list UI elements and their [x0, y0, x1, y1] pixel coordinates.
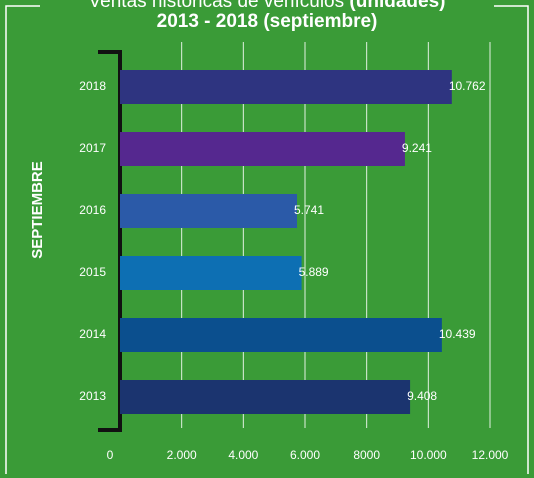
title-text: Ventas históricas de vehículos — [89, 0, 345, 12]
value-label: 10.439 — [439, 327, 476, 341]
bar — [120, 132, 405, 166]
x-tick-label: 0 — [107, 448, 114, 462]
y-tick-label: 2015 — [79, 265, 106, 279]
chart-subtitle: 2013 - 2018 (septiembre) — [157, 11, 378, 32]
y-axis-label: SEPTIEMBRE — [29, 161, 46, 259]
value-label: 9.408 — [407, 389, 437, 403]
x-tick-label: 2.000 — [167, 448, 197, 462]
bar — [120, 194, 298, 228]
frame — [5, 5, 529, 474]
y-tick-label: 2017 — [79, 141, 106, 155]
y-tick-label: 2016 — [79, 203, 106, 217]
bracket — [98, 50, 122, 432]
y-tick-label: 2013 — [79, 389, 106, 403]
x-tick-label: 6.000 — [290, 448, 320, 462]
y-tick-label: 2018 — [79, 79, 106, 93]
x-tick-label: 8000 — [353, 448, 380, 462]
value-label: 5.741 — [294, 203, 324, 217]
bar — [120, 380, 411, 414]
bar — [120, 70, 452, 104]
bar — [120, 318, 442, 352]
value-label: 5.889 — [299, 265, 329, 279]
bar — [120, 256, 302, 290]
x-tick-label: 10.000 — [410, 448, 447, 462]
y-tick-label: 2014 — [79, 327, 106, 341]
chart-title: Ventas históricas de vehículos (unidades… — [89, 0, 446, 12]
value-label: 10.762 — [449, 79, 486, 93]
value-label: 9.241 — [402, 141, 432, 155]
x-tick-label: 12.000 — [472, 448, 509, 462]
title-bold: (unidades) — [349, 0, 445, 12]
x-tick-label: 4.000 — [228, 448, 258, 462]
